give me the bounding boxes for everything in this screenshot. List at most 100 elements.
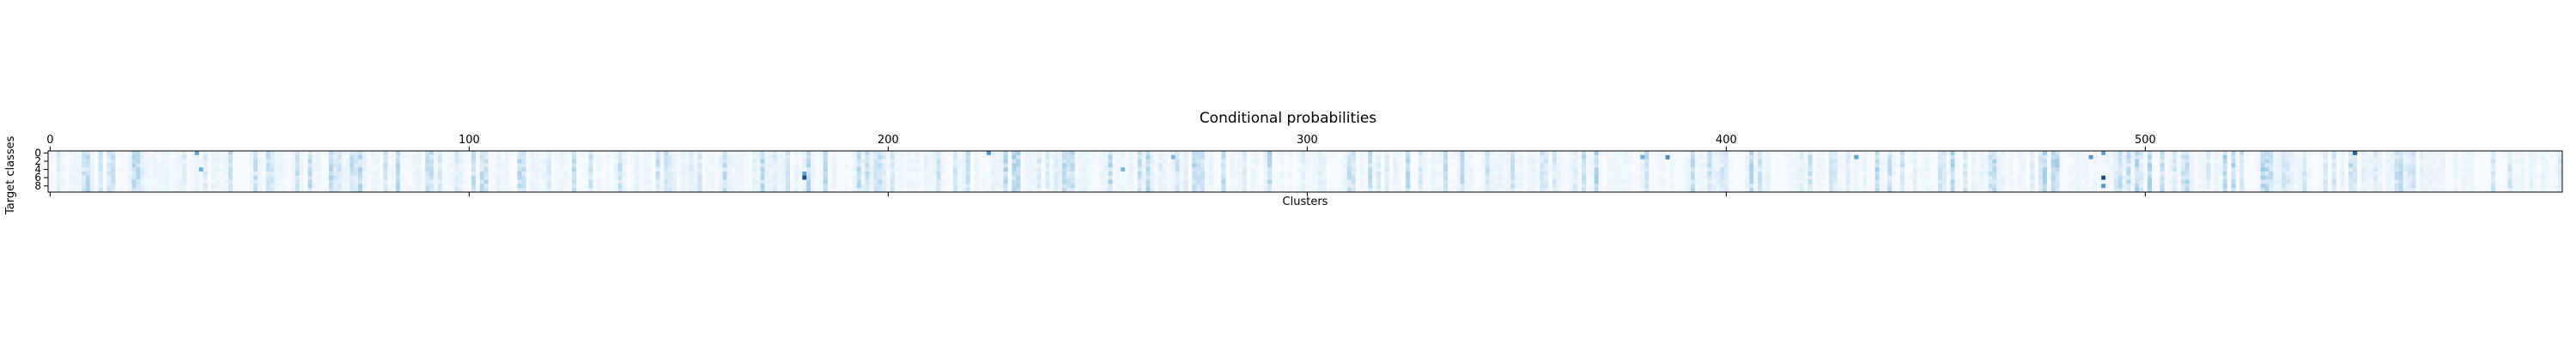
heatmap-cell	[2269, 175, 2274, 180]
heatmap-cell	[2030, 179, 2035, 184]
heatmap-cell	[106, 184, 112, 189]
heatmap-cell	[425, 159, 430, 164]
heatmap-cell	[1204, 184, 1210, 189]
heatmap-cell	[354, 184, 359, 189]
heatmap-cell	[1908, 159, 1913, 164]
heatmap-cell	[131, 179, 137, 184]
heatmap-cell	[831, 151, 836, 156]
heatmap-cell	[2273, 151, 2278, 156]
heatmap-cell	[2281, 172, 2287, 177]
heatmap-cell	[1690, 163, 1696, 168]
heatmap-cell	[291, 163, 296, 168]
heatmap-cell	[56, 175, 61, 180]
heatmap-cell	[433, 167, 439, 172]
heatmap-cell	[387, 179, 392, 184]
heatmap-cell	[878, 172, 883, 177]
heatmap-cell	[1464, 172, 1469, 177]
heatmap-cell	[1623, 163, 1629, 168]
heatmap-cell	[2503, 179, 2508, 184]
heatmap-cell	[1435, 151, 1440, 156]
heatmap-cell	[1749, 154, 1754, 159]
heatmap-cell	[1611, 184, 1616, 189]
heatmap-cell	[198, 184, 204, 189]
heatmap-cell	[492, 184, 497, 189]
heatmap-cell	[726, 167, 732, 172]
heatmap-cell	[1175, 151, 1180, 156]
heatmap-cell	[1548, 163, 1553, 168]
heatmap-cell	[2432, 163, 2437, 168]
heatmap-cell	[1480, 151, 1486, 156]
heatmap-cell	[1359, 154, 1364, 159]
heatmap-cell	[2436, 175, 2441, 180]
heatmap-cell	[1431, 188, 1436, 193]
heatmap-cell	[1816, 184, 1821, 189]
heatmap-cell	[1686, 184, 1692, 189]
heatmap-cell	[818, 188, 824, 193]
heatmap-cell	[1070, 188, 1075, 193]
heatmap-cell	[1992, 151, 1997, 156]
heatmap-cell	[2398, 179, 2403, 184]
heatmap-cell	[672, 175, 677, 180]
heatmap-cell	[1116, 172, 1121, 177]
heatmap-cell	[894, 179, 899, 184]
heatmap-cell	[706, 167, 711, 172]
heatmap-cell	[1096, 159, 1101, 164]
heatmap-cell	[974, 151, 979, 156]
heatmap-cell	[2260, 151, 2265, 156]
heatmap-cell	[2491, 154, 2496, 159]
heatmap-cell	[1896, 159, 1901, 164]
heatmap-cell	[2554, 175, 2559, 180]
heatmap-cell	[2285, 172, 2291, 177]
heatmap-cell	[1384, 163, 1389, 168]
heatmap-cell	[769, 163, 774, 168]
heatmap-cell	[1761, 179, 1767, 184]
heatmap-cell	[2331, 163, 2336, 168]
heatmap-cell	[1816, 167, 1821, 172]
x-tick-label: 500	[2135, 134, 2156, 147]
heatmap-cell	[555, 163, 560, 168]
heatmap-cell	[194, 184, 199, 189]
heatmap-cell	[1288, 167, 1293, 172]
heatmap-cell	[127, 167, 132, 172]
heatmap-cell	[1573, 151, 1578, 156]
heatmap-cell	[98, 154, 103, 159]
heatmap-cell	[149, 188, 154, 193]
heatmap-cell	[2097, 163, 2102, 168]
heatmap-cell	[655, 163, 660, 168]
heatmap-cell	[2516, 184, 2521, 189]
heatmap-cell	[2256, 175, 2261, 180]
heatmap-cell	[2373, 179, 2379, 184]
heatmap-cell	[2453, 151, 2458, 156]
heatmap-cell	[1975, 163, 1980, 168]
heatmap-cell	[2126, 159, 2131, 164]
heatmap-cell	[2105, 167, 2111, 172]
heatmap-cell	[517, 163, 522, 168]
heatmap-cell	[2285, 184, 2291, 189]
heatmap-cell	[546, 159, 551, 164]
heatmap-cell	[325, 154, 330, 159]
heatmap-cell	[408, 188, 413, 193]
heatmap-cell	[483, 184, 489, 189]
heatmap-cell	[1607, 154, 1612, 159]
heatmap-cell	[1359, 163, 1364, 168]
y-axis-label: Target classes	[4, 135, 17, 214]
heatmap-cell	[2520, 175, 2525, 180]
heatmap-cell	[2050, 167, 2056, 172]
heatmap-cell	[387, 154, 392, 159]
heatmap-cell	[471, 154, 477, 159]
heatmap-cell	[530, 167, 535, 172]
heatmap-cell	[1917, 188, 1922, 193]
heatmap-cell	[1506, 159, 1511, 164]
heatmap-cell	[1200, 184, 1206, 189]
heatmap-cell	[1435, 167, 1440, 172]
heatmap-cell	[2214, 175, 2220, 180]
heatmap-cell	[2302, 184, 2307, 189]
heatmap-cell	[555, 179, 560, 184]
heatmap-cell	[793, 188, 799, 193]
heatmap-cell	[852, 175, 858, 180]
heatmap-cell	[572, 151, 577, 156]
heatmap-cell	[1376, 184, 1382, 189]
heatmap-cell	[483, 154, 489, 159]
heatmap-cell	[1103, 167, 1109, 172]
heatmap-cell	[2084, 179, 2089, 184]
